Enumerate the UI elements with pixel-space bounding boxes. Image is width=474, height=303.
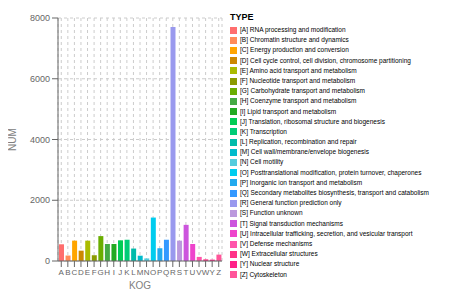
html-text:[F] Nucleotide transport and m: [F] Nucleotide transport and metabolism <box>240 76 356 84</box>
svg-text:C: C <box>72 268 78 277</box>
svg-text:NUM: NUM <box>8 128 18 151</box>
svg-text:KOG: KOG <box>129 280 151 291</box>
html-text:[E] Amino acid transport and m: [E] Amino acid transport and metabolism <box>240 66 357 74</box>
html-text:[Z] Cytoskeleton: [Z] Cytoskeleton <box>240 270 287 278</box>
svg-text:D: D <box>78 268 84 277</box>
html-text:[B] Chromatin structure and dy: [B] Chromatin structure and dynamics <box>240 36 349 44</box>
svg-text:R: R <box>170 268 176 277</box>
html-text:[P] Inorganic ion transport an: [P] Inorganic ion transport and metaboli… <box>240 178 363 186</box>
svg-text:H: H <box>104 268 110 277</box>
html-text:[K] Transcription: [K] Transcription <box>240 127 287 135</box>
html-text:TYPE: TYPE <box>230 12 254 22</box>
html-text:[D] Cell cycle control, cell d: [D] Cell cycle control, cell division, c… <box>240 56 411 64</box>
svg-text:Z: Z <box>216 268 221 277</box>
svg-text:T: T <box>183 268 188 277</box>
svg-text:U: U <box>190 268 196 277</box>
svg-text:4000: 4000 <box>30 135 50 145</box>
html-text:[I] Lipid transport and metabo: [I] Lipid transport and metabolism <box>240 107 337 115</box>
svg-text:K: K <box>124 268 130 277</box>
svg-text:I: I <box>113 268 115 277</box>
svg-text:O: O <box>150 268 156 277</box>
html-text:[S] Function unknown: [S] Function unknown <box>240 209 303 217</box>
html-text:[Y] Nuclear structure: [Y] Nuclear structure <box>240 260 300 268</box>
svg-text:0: 0 <box>45 256 50 266</box>
html-text:[C] Energy production and conv: [C] Energy production and conversion <box>240 46 349 54</box>
svg-text:P: P <box>157 268 162 277</box>
html-text:[N] Cell motility: [N] Cell motility <box>240 158 284 166</box>
svg-text:2000: 2000 <box>30 195 50 205</box>
html-text:[G] Carbohydrate transport and: [G] Carbohydrate transport and metabolis… <box>240 87 365 95</box>
svg-text:J: J <box>118 268 122 277</box>
html-text:[O] Posttranslational modifica: [O] Posttranslational modification, prot… <box>240 168 422 176</box>
svg-text:N: N <box>144 268 150 277</box>
svg-text:F: F <box>92 268 97 277</box>
svg-text:M: M <box>137 268 144 277</box>
svg-text:8000: 8000 <box>30 13 50 23</box>
html-text:[J] Translation, ribosomal str: [J] Translation, ribosomal structure and… <box>240 117 385 125</box>
svg-text:A: A <box>59 268 65 277</box>
html-text:[Q] Secondary metabolites bios: [Q] Secondary metabolites biosynthesis, … <box>240 189 429 196</box>
svg-text:G: G <box>98 268 104 277</box>
html-text:[H] Coenzyme transport and met: [H] Coenzyme transport and metabolism <box>240 97 357 105</box>
svg-text:E: E <box>85 268 90 277</box>
html-text:V W: V W <box>196 267 210 277</box>
html-text:[W] Extracellular structures: [W] Extracellular structures <box>240 250 318 258</box>
html-text:[U] Intracellular trafficking,: [U] Intracellular trafficking, secretion… <box>240 229 413 237</box>
html-text:[R] General function predictio: [R] General function prediction only <box>240 199 342 207</box>
svg-text:S: S <box>177 268 182 277</box>
svg-text:B: B <box>65 268 70 277</box>
svg-text:Q: Q <box>163 268 169 277</box>
html-text:[V] Defense mechanisms: [V] Defense mechanisms <box>240 239 313 247</box>
html-text:[L] Replication, recombination: [L] Replication, recombination and repai… <box>240 138 357 146</box>
html-text:[M] Cell wall/membrane/envelop: [M] Cell wall/membrane/envelope biogenes… <box>240 148 369 156</box>
svg-text:6000: 6000 <box>30 74 50 84</box>
svg-text:L: L <box>131 268 136 277</box>
html-text:[A] RNA processing and modific: [A] RNA processing and modification <box>240 26 346 33</box>
svg-text:Y: Y <box>209 268 215 277</box>
html-text:[T] Signal transduction mechan: [T] Signal transduction mechanisms <box>240 219 343 227</box>
